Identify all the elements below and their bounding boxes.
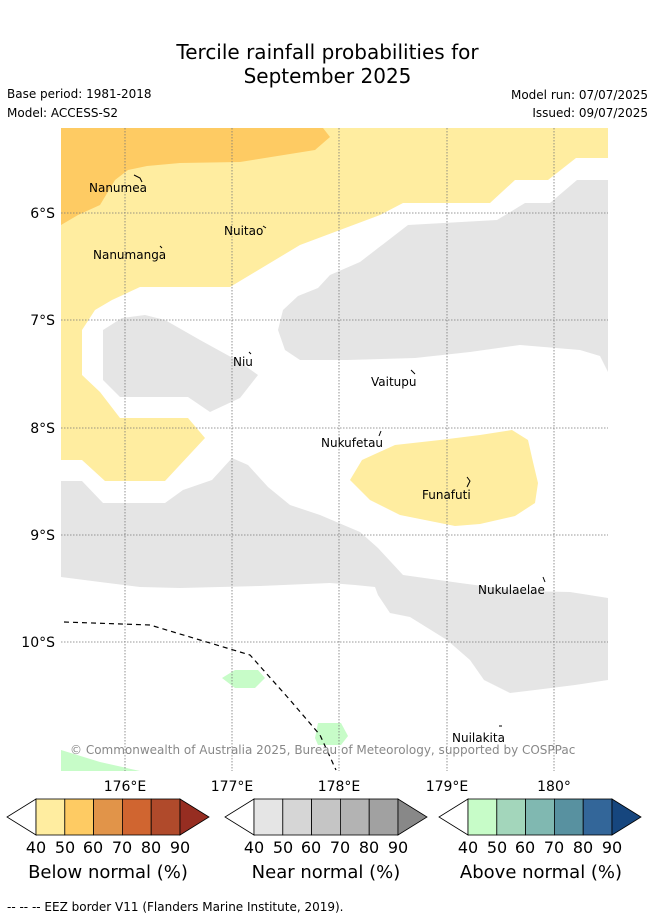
above-normal-region-2 xyxy=(315,723,348,745)
island-nuitao-outline xyxy=(262,225,267,229)
base-period: Base period: 1981-2018 xyxy=(7,87,152,101)
tick-above-70: 70 xyxy=(543,838,565,857)
lat-label-8s: 8°S xyxy=(30,421,55,437)
colorbar-swatch xyxy=(282,798,312,836)
island-outlines xyxy=(133,174,546,727)
eez-footnote: -- -- -- EEZ border V11 (Flanders Marine… xyxy=(7,900,344,914)
island-nanumea-outline xyxy=(133,174,143,183)
legend-title-below: Below normal (%) xyxy=(28,862,188,883)
tick-above-90: 90 xyxy=(601,838,623,857)
tick-below-70: 70 xyxy=(111,838,133,857)
colorbar-extend-high xyxy=(397,798,428,836)
legend-above-normal xyxy=(437,798,647,838)
label-nuitao: Nuitao xyxy=(224,224,263,238)
colorbar-swatch xyxy=(467,798,498,836)
colorbar-swatch xyxy=(525,798,555,836)
probability-map: Nanumea Nuitao Nanumanga Niu Vaitupu Nuk… xyxy=(21,128,608,795)
above-normal-region-1 xyxy=(222,670,265,688)
label-nanumea: Nanumea xyxy=(89,181,147,195)
issued-date: Issued: 09/07/2025 xyxy=(532,106,648,120)
colorbar-extend-low xyxy=(6,798,37,836)
copyright-notice: © Commonwealth of Australia 2025, Bureau… xyxy=(70,743,575,757)
colorbar-swatch xyxy=(311,798,341,836)
colorbar-above-normal xyxy=(438,798,642,836)
label-niu: Niu xyxy=(233,355,253,369)
tick-below-50: 50 xyxy=(54,838,76,857)
colorbar-extend-high xyxy=(611,798,642,836)
island-nanumanga-outline xyxy=(159,245,163,249)
map-title: Tercile rainfall probabilities for Septe… xyxy=(0,40,655,88)
colorbar-below-normal xyxy=(6,798,210,836)
label-nukufetau: Nukufetau xyxy=(321,436,383,450)
model-run: Model run: 07/07/2025 xyxy=(510,88,648,102)
below-normal-region-funafuti xyxy=(350,430,538,526)
lon-label-178e: 178°E xyxy=(318,779,361,795)
label-nukulaelae: Nukulaelae xyxy=(478,583,545,597)
lat-label-9s: 9°S xyxy=(30,528,55,544)
island-nukulaelae-outline xyxy=(542,576,546,583)
tick-above-50: 50 xyxy=(486,838,508,857)
label-vaitupu: Vaitupu xyxy=(371,375,417,389)
island-nukufetau-outline xyxy=(378,430,382,437)
label-nanumanga: Nanumanga xyxy=(93,248,166,262)
near-normal-region-niu xyxy=(103,315,258,412)
near-normal-region-central xyxy=(278,180,608,372)
lon-label-177e: 177°E xyxy=(211,779,254,795)
colorbar-swatch xyxy=(35,798,66,836)
colorbar-extend-low xyxy=(224,798,255,836)
near-normal-region-south xyxy=(61,458,608,693)
colorbar-swatch xyxy=(253,798,284,836)
below-normal-region-north-50 xyxy=(61,128,330,225)
island-niu-outline xyxy=(248,351,252,355)
colorbar-swatch xyxy=(496,798,526,836)
colorbar-swatch xyxy=(554,798,584,836)
tick-below-90: 90 xyxy=(169,838,191,857)
below-normal-region-north xyxy=(61,128,608,481)
colorbar-extend-high xyxy=(179,798,210,836)
above-normal-region-3 xyxy=(61,750,140,771)
title-line-2: September 2025 xyxy=(243,64,412,88)
colorbar-swatch xyxy=(122,798,152,836)
graticule xyxy=(61,128,608,771)
legend-below-normal xyxy=(5,798,215,838)
colorbar-near-normal xyxy=(224,798,428,836)
tick-above-60: 60 xyxy=(514,838,536,857)
island-funafuti-outline xyxy=(466,476,471,488)
tick-above-40: 40 xyxy=(457,838,479,857)
lon-label-180: 180° xyxy=(537,779,571,795)
legend-near-normal xyxy=(223,798,433,838)
lat-label-6s: 6°S xyxy=(30,206,55,222)
title-line-1: Tercile rainfall probabilities for xyxy=(176,40,479,64)
colorbar-swatch xyxy=(368,798,399,836)
colorbar-swatch xyxy=(150,798,181,836)
tick-above-80: 80 xyxy=(572,838,594,857)
tick-near-80: 80 xyxy=(358,838,380,857)
label-nuilakita: Nuilakita xyxy=(452,731,505,745)
eez-border xyxy=(63,621,337,771)
legend-title-near: Near normal (%) xyxy=(251,862,401,883)
tick-below-40: 40 xyxy=(25,838,47,857)
colorbar-extend-low xyxy=(438,798,469,836)
island-vaitupu-outline xyxy=(410,369,416,375)
tick-near-40: 40 xyxy=(243,838,265,857)
legend-title-above: Above normal (%) xyxy=(459,862,623,883)
tick-near-70: 70 xyxy=(329,838,351,857)
tick-below-80: 80 xyxy=(140,838,162,857)
colorbar-swatch xyxy=(64,798,94,836)
lat-label-7s: 7°S xyxy=(30,313,55,329)
tick-near-60: 60 xyxy=(300,838,322,857)
lon-label-179e: 179°E xyxy=(426,779,469,795)
lat-label-10s: 10°S xyxy=(21,635,55,651)
tick-near-50: 50 xyxy=(272,838,294,857)
lon-label-176e: 176°E xyxy=(104,779,147,795)
colorbar-swatch xyxy=(93,798,123,836)
tick-near-90: 90 xyxy=(387,838,409,857)
colorbar-swatch xyxy=(340,798,370,836)
label-funafuti: Funafuti xyxy=(422,488,471,502)
model-name: Model: ACCESS-S2 xyxy=(7,106,119,120)
colorbar-swatch xyxy=(582,798,613,836)
tick-below-60: 60 xyxy=(82,838,104,857)
